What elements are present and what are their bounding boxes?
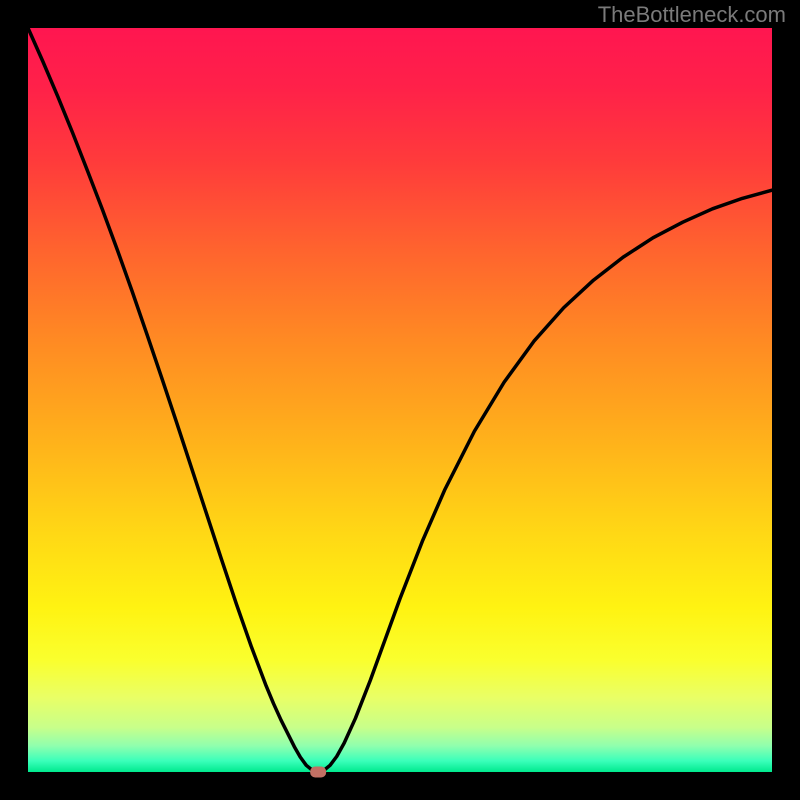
chart-background <box>28 28 772 772</box>
watermark-text: TheBottleneck.com <box>598 2 786 28</box>
bottleneck-chart <box>0 0 800 800</box>
chart-container: TheBottleneck.com <box>0 0 800 800</box>
optimal-point-marker <box>310 767 326 778</box>
